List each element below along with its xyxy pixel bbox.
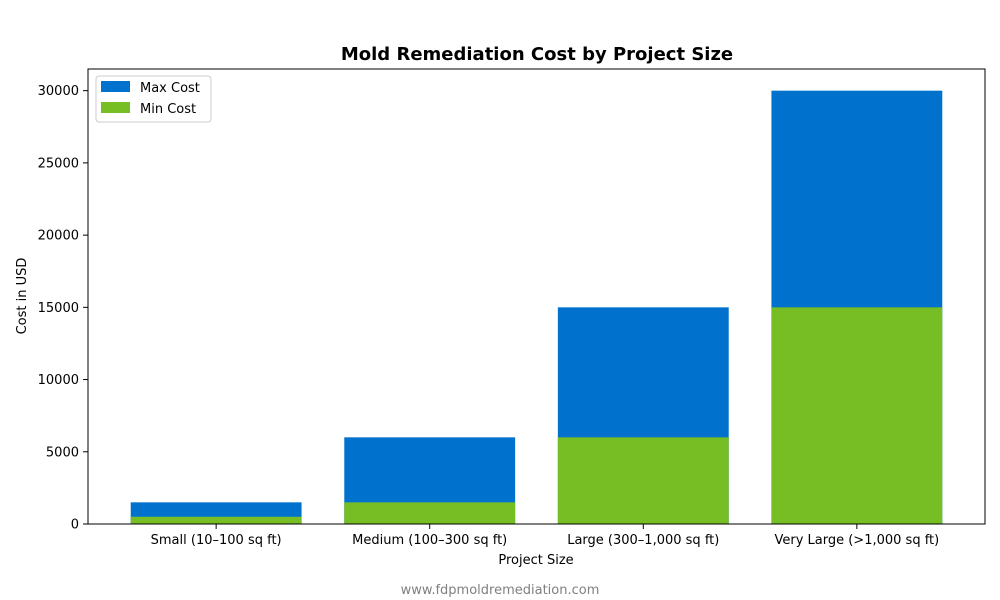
x-tick-label-1: Medium (100–300 sq ft) [352,533,507,548]
y-tick-label-6: 30000 [38,84,79,99]
y-tick-label-0: 0 [71,518,79,533]
bar-min-cost-2 [557,437,729,524]
legend-label-min-cost: Min Cost [140,102,196,117]
plot-frame [87,68,986,525]
y-tick-label-1: 5000 [46,445,79,460]
y-tick-label-4: 20000 [38,229,79,244]
y-axis-label: Cost in USD [15,258,30,335]
x-tick-label-2: Large (300–1,000 sq ft) [567,533,719,548]
y-tick-label-2: 10000 [38,373,79,388]
footer-url: www.fdpmoldremediation.com [401,583,600,598]
bar-min-cost-1 [344,502,516,524]
x-axis: Small (10–100 sq ft) Medium (100–300 sq f… [151,524,939,548]
bar-min-cost-3 [771,307,943,524]
x-tick-label-0: Small (10–100 sq ft) [151,533,282,548]
y-tick-label-3: 15000 [38,301,79,316]
y-tick-label-5: 25000 [38,156,79,171]
y-axis: 0 5000 10000 15000 20000 25000 30000 [38,84,88,533]
legend-swatch-max-cost [101,81,130,92]
x-tick-label-3: Very Large (>1,000 sq ft) [774,533,939,548]
bars-group [130,90,943,525]
legend-swatch-min-cost [101,102,130,113]
x-axis-label: Project Size [498,553,573,568]
legend: Max Cost Min Cost [95,75,212,123]
chart-title: Mold Remediation Cost by Project Size [341,44,733,65]
bar-min-cost-0 [130,516,302,524]
legend-label-max-cost: Max Cost [140,81,200,96]
